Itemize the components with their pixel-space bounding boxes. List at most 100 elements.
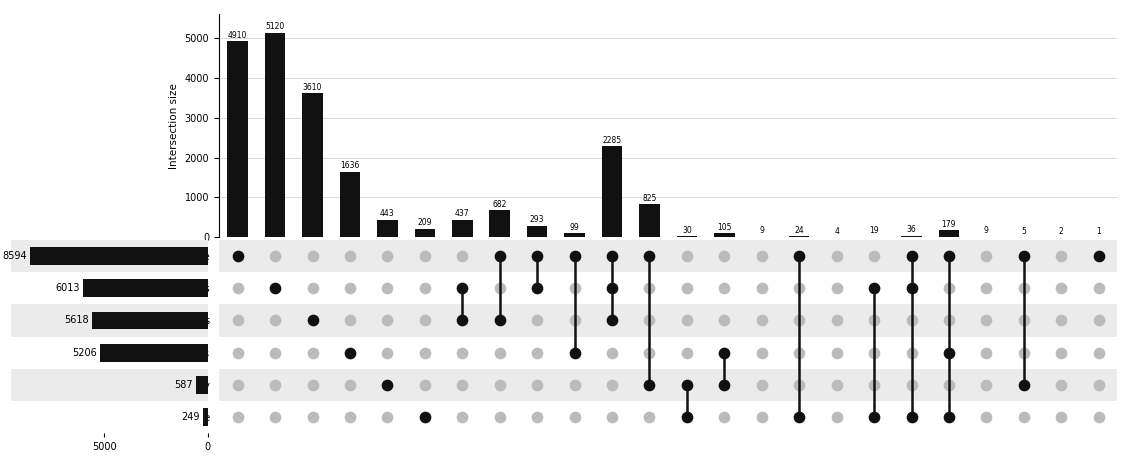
Point <box>1015 381 1033 389</box>
Point <box>865 317 883 324</box>
Point <box>566 414 584 421</box>
Point <box>454 284 472 292</box>
Point <box>566 284 584 292</box>
Y-axis label: Intersection size: Intersection size <box>170 83 179 169</box>
Text: 19: 19 <box>869 226 879 235</box>
Point <box>903 284 921 292</box>
Point <box>865 284 883 292</box>
Point <box>1052 317 1070 324</box>
Point <box>791 284 809 292</box>
Bar <box>219 240 1117 272</box>
Point <box>940 381 958 389</box>
Point <box>491 284 509 292</box>
Point <box>229 317 247 324</box>
Bar <box>377 220 398 237</box>
Point <box>266 381 284 389</box>
Bar <box>83 279 208 297</box>
Point <box>752 414 770 421</box>
Bar <box>11 272 208 304</box>
Point <box>903 414 921 421</box>
Point <box>940 414 958 421</box>
Point <box>1089 284 1107 292</box>
Bar <box>414 229 435 237</box>
Bar <box>219 369 1117 401</box>
Point <box>303 381 321 389</box>
Point <box>603 349 621 356</box>
Point <box>566 252 584 260</box>
Point <box>1052 252 1070 260</box>
Point <box>341 349 359 356</box>
Point <box>940 317 958 324</box>
Point <box>528 414 546 421</box>
Point <box>416 252 433 260</box>
Bar <box>219 337 1117 369</box>
Point <box>640 414 658 421</box>
Point <box>603 284 621 292</box>
Bar <box>939 230 959 237</box>
Text: 293: 293 <box>530 215 545 224</box>
Point <box>828 317 846 324</box>
Text: 249: 249 <box>181 412 200 422</box>
Point <box>266 284 284 292</box>
Point <box>903 349 921 356</box>
Point <box>865 381 883 389</box>
Bar <box>219 401 1117 433</box>
Point <box>715 414 733 421</box>
Point <box>416 317 433 324</box>
Text: 682: 682 <box>493 200 506 208</box>
Bar <box>30 247 208 265</box>
Point <box>940 284 958 292</box>
Point <box>828 381 846 389</box>
Point <box>1089 349 1107 356</box>
Bar <box>676 236 697 237</box>
Point <box>378 414 396 421</box>
Point <box>640 317 658 324</box>
Point <box>1052 349 1070 356</box>
Text: 99: 99 <box>569 223 579 232</box>
Bar <box>302 93 323 237</box>
Point <box>678 414 696 421</box>
Point <box>229 414 247 421</box>
Point <box>828 414 846 421</box>
Point <box>715 252 733 260</box>
Point <box>977 317 995 324</box>
Point <box>303 252 321 260</box>
Point <box>491 381 509 389</box>
Bar <box>227 41 248 237</box>
Bar <box>100 344 208 361</box>
Text: 3610: 3610 <box>303 83 322 92</box>
Bar <box>714 233 734 237</box>
Text: 36: 36 <box>906 225 916 234</box>
Point <box>1052 381 1070 389</box>
Point <box>940 349 958 356</box>
Point <box>566 317 584 324</box>
Text: 2285: 2285 <box>602 136 622 145</box>
Point <box>828 349 846 356</box>
Point <box>940 252 958 260</box>
Point <box>341 414 359 421</box>
Point <box>791 349 809 356</box>
Bar <box>11 304 208 337</box>
Point <box>1015 284 1033 292</box>
Point <box>977 381 995 389</box>
Point <box>678 349 696 356</box>
Text: 437: 437 <box>455 209 469 219</box>
Point <box>1015 349 1033 356</box>
Point <box>603 317 621 324</box>
Bar <box>451 220 473 237</box>
Point <box>229 252 247 260</box>
Point <box>1089 317 1107 324</box>
Point <box>603 252 621 260</box>
Text: 4910: 4910 <box>228 31 247 40</box>
Bar <box>92 312 208 329</box>
Text: 1: 1 <box>1096 227 1101 236</box>
Text: 443: 443 <box>380 209 395 218</box>
Point <box>454 381 472 389</box>
Bar <box>11 337 208 369</box>
Point <box>640 349 658 356</box>
Point <box>791 317 809 324</box>
Point <box>454 252 472 260</box>
Text: 9: 9 <box>759 226 765 236</box>
Bar <box>564 233 585 237</box>
Bar <box>219 272 1117 304</box>
